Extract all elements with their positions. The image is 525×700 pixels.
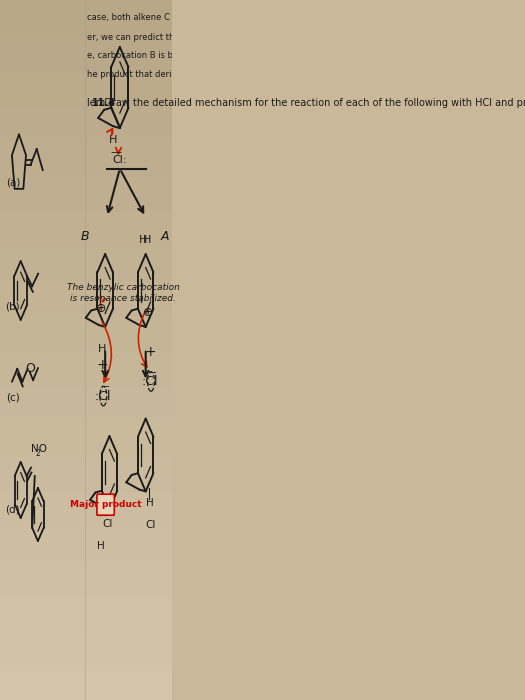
- Bar: [0, 665, 172, 700]
- Bar: [0, 385, 172, 420]
- Bar: [0, 175, 172, 210]
- Text: A: A: [160, 230, 169, 242]
- Text: —: —: [110, 147, 121, 157]
- Text: case, both alkene C atoms are initially bonded to one H atom, so the original fo: case, both alkene C atoms are initially …: [87, 13, 525, 22]
- Text: (c): (c): [6, 393, 20, 402]
- Text: :Cl: :Cl: [94, 390, 111, 402]
- Text: Cl: Cl: [145, 520, 155, 530]
- Bar: [0, 280, 172, 315]
- Text: +: +: [97, 358, 108, 372]
- Bar: [0, 630, 172, 665]
- Bar: [0, 0, 172, 35]
- Text: ⊕: ⊕: [96, 302, 106, 315]
- Text: lem: lem: [87, 98, 109, 108]
- Text: (d): (d): [6, 505, 20, 514]
- Text: Draw the detailed mechanism for the reaction of each of the following with HCl a: Draw the detailed mechanism for the reac…: [98, 98, 525, 108]
- Text: (a): (a): [6, 178, 20, 188]
- Bar: [0, 245, 172, 280]
- Text: (b): (b): [6, 302, 20, 312]
- Text: ⊕: ⊕: [143, 306, 154, 318]
- Text: Cl:: Cl:: [112, 155, 127, 164]
- Text: :Cl: :Cl: [142, 375, 159, 388]
- Bar: [0, 560, 172, 595]
- Text: Major product: Major product: [70, 500, 141, 509]
- Text: H: H: [146, 498, 154, 508]
- Text: NO: NO: [32, 444, 47, 454]
- Text: +: +: [144, 345, 156, 359]
- Bar: [0, 420, 172, 455]
- Text: H: H: [142, 235, 151, 245]
- Bar: [0, 595, 172, 630]
- Text: 2: 2: [36, 449, 40, 459]
- Text: H: H: [139, 235, 147, 245]
- Text: O: O: [26, 362, 36, 375]
- Text: e, carbocation B is benzylic and therefore is resonance stabilized, giving it si: e, carbocation B is benzylic and therefo…: [87, 52, 525, 60]
- Bar: [0, 455, 172, 490]
- Bar: [0, 490, 172, 525]
- Text: The benzylic carbocation: The benzylic carbocation: [67, 283, 180, 291]
- Text: B: B: [80, 230, 89, 242]
- Bar: [0, 315, 172, 350]
- Bar: [0, 140, 172, 175]
- Text: 11.4: 11.4: [92, 98, 116, 108]
- Bar: [0, 105, 172, 140]
- Bar: [0, 350, 172, 385]
- Text: −: −: [102, 382, 110, 393]
- Text: H: H: [97, 541, 104, 551]
- Text: is resonance stabilized.: is resonance stabilized.: [70, 295, 176, 303]
- Text: −: −: [150, 368, 158, 378]
- Bar: [0, 35, 172, 70]
- Bar: [0, 70, 172, 105]
- Text: Cl: Cl: [102, 519, 113, 529]
- Bar: [0, 525, 172, 560]
- Text: er, we can predict the major product by identifying the more stable carbocation : er, we can predict the major product by …: [87, 33, 525, 41]
- Bar: [0, 210, 172, 245]
- FancyBboxPatch shape: [97, 494, 114, 515]
- Text: H: H: [98, 344, 107, 354]
- Text: H: H: [109, 135, 118, 145]
- Text: he product that derives from B is the major product.: he product that derives from B is the ma…: [87, 71, 308, 79]
